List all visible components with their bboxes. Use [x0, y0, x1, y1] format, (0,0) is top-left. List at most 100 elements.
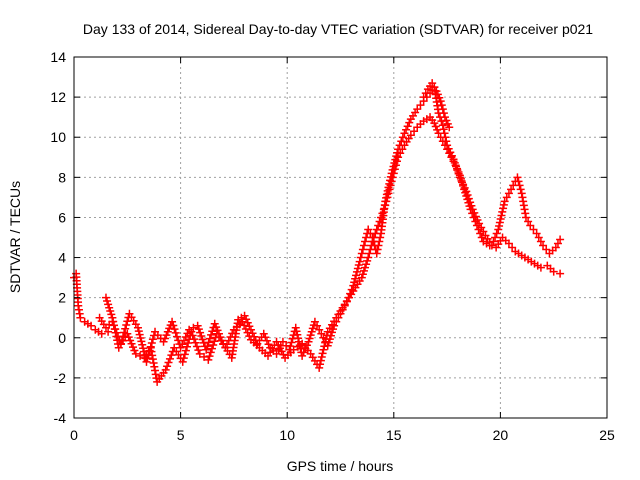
y-tick-label: 12 [50, 89, 66, 105]
data-point [521, 213, 530, 222]
data-point [529, 225, 538, 234]
data-point [473, 215, 482, 224]
data-point [536, 263, 545, 272]
data-point [479, 227, 488, 236]
data-point [181, 332, 190, 341]
data-point [338, 305, 347, 314]
data-point [430, 83, 439, 92]
data-point [536, 237, 545, 246]
data-point [246, 325, 255, 334]
data-point [352, 271, 361, 280]
data-point [317, 353, 326, 362]
data-point [498, 207, 507, 216]
series-arc-c [95, 83, 565, 366]
data-point [475, 219, 484, 228]
data-point [450, 158, 459, 167]
x-tick-label: 25 [599, 427, 615, 443]
data-point [387, 169, 396, 178]
data-point [179, 354, 188, 363]
data-point [438, 121, 447, 130]
data-point [240, 311, 249, 320]
data-point [524, 217, 533, 226]
data-point [495, 218, 504, 227]
data-point [147, 339, 156, 348]
data-point [366, 229, 375, 238]
data-point [190, 335, 199, 344]
data-point [391, 155, 400, 164]
data-point [104, 327, 113, 336]
data-point [499, 204, 508, 213]
data-point [532, 229, 541, 238]
data-point [359, 241, 368, 250]
data-point [171, 328, 180, 337]
data-point [496, 214, 505, 223]
data-point [502, 193, 511, 202]
data-point [459, 180, 468, 189]
data-point [385, 179, 394, 188]
data-point [191, 338, 200, 347]
data-point [354, 261, 363, 270]
data-point [392, 152, 401, 161]
data-point [262, 336, 271, 345]
data-point [87, 321, 96, 330]
data-point [410, 127, 419, 136]
data-point [489, 237, 498, 246]
data-point [351, 274, 360, 283]
y-tick-label: -4 [54, 410, 67, 426]
data-point [334, 313, 343, 322]
points-layer [70, 79, 565, 386]
data-point [372, 249, 381, 258]
data-point [443, 141, 452, 150]
data-point [400, 129, 409, 138]
data-point [487, 241, 496, 250]
data-point [204, 355, 213, 364]
data-point [272, 349, 281, 358]
data-point [353, 264, 362, 273]
data-point [111, 325, 120, 334]
data-point [292, 327, 301, 336]
data-point [357, 249, 366, 258]
data-point [471, 212, 480, 221]
data-point [477, 223, 486, 232]
y-axis-label: SDTVAR / TECUs [7, 181, 23, 293]
data-point [315, 363, 324, 372]
data-point [542, 245, 551, 254]
data-point [508, 243, 517, 252]
data-point [553, 239, 562, 248]
data-point [470, 208, 479, 217]
data-point [210, 337, 219, 346]
data-point [205, 334, 214, 343]
data-point [143, 354, 152, 363]
data-point [317, 329, 326, 338]
data-point [295, 341, 304, 350]
data-point [551, 243, 560, 252]
data-point [176, 343, 185, 352]
data-point [161, 365, 170, 374]
data-point [170, 325, 179, 334]
data-point [164, 358, 173, 367]
data-point [192, 342, 201, 351]
data-point [206, 348, 215, 357]
data-point [172, 332, 181, 341]
series-arc-d [419, 79, 454, 132]
data-point [497, 211, 506, 220]
data-point [374, 221, 383, 230]
data-point [440, 129, 449, 138]
data-point [365, 249, 374, 258]
data-point [495, 221, 504, 230]
data-point [449, 155, 458, 164]
data-point [185, 325, 194, 334]
data-point [146, 342, 155, 351]
data-point [293, 330, 302, 339]
data-point [318, 349, 327, 358]
data-point [180, 336, 189, 345]
data-point [131, 349, 140, 358]
data-point [460, 183, 469, 192]
data-point [207, 330, 216, 339]
data-point [248, 329, 257, 338]
data-point [109, 321, 118, 330]
data-point [261, 333, 270, 342]
data-point [499, 200, 508, 209]
data-point [181, 346, 190, 355]
